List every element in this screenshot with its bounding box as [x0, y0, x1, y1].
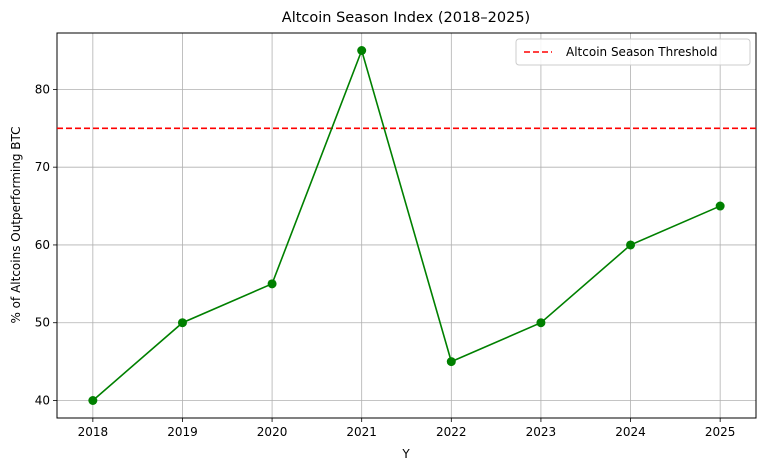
- series-layer: [88, 46, 725, 405]
- x-tick-label: 2023: [526, 425, 557, 439]
- data-point: [88, 396, 98, 405]
- data-point: [357, 46, 367, 55]
- y-tick-label: 70: [35, 160, 50, 174]
- x-axis-label: Y: [401, 447, 410, 461]
- chart-title: Altcoin Season Index (2018–2025): [282, 10, 530, 26]
- data-point: [446, 357, 456, 367]
- data-point: [267, 279, 277, 289]
- plot-area-frame: [56, 32, 757, 419]
- data-point: [177, 318, 187, 328]
- y-tick-label: 80: [35, 82, 50, 96]
- y-tick-label: 60: [35, 238, 50, 252]
- y-axis-label: % of Altcoins Outperforming BTC: [9, 126, 23, 323]
- y-tick-label: 50: [35, 316, 50, 330]
- series-line: [92, 47, 721, 402]
- x-tick-label: 2019: [167, 425, 198, 439]
- x-tick-label: 2022: [436, 425, 467, 439]
- data-point: [626, 240, 636, 250]
- legend-threshold-label: Altcoin Season Threshold: [566, 45, 717, 59]
- x-tick-label: 2018: [78, 425, 109, 439]
- data-point: [536, 318, 546, 328]
- y-tick-label: 40: [35, 394, 50, 408]
- grid: [57, 33, 756, 418]
- data-point: [715, 201, 725, 211]
- x-tick-label: 2020: [257, 425, 288, 439]
- x-tick-label: 2021: [346, 425, 377, 439]
- x-tick-label: 2025: [705, 425, 736, 439]
- ticks-layer: 2018 2019 2020 2021 2022 2023 2024 2025 40 50 60 70…: [35, 82, 736, 439]
- x-tick-label: 2024: [615, 425, 646, 439]
- legend: Altcoin Season Threshold: [515, 38, 751, 66]
- legend-box: [515, 38, 751, 66]
